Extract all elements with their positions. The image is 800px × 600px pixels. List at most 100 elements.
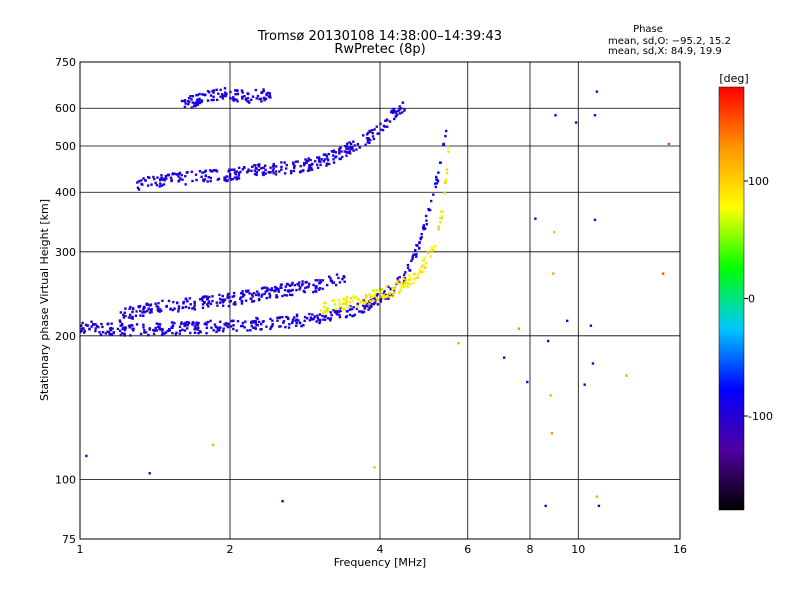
trace-point xyxy=(397,109,400,113)
trace-point xyxy=(104,332,108,335)
trace-point xyxy=(192,102,196,105)
trace-point xyxy=(308,168,311,172)
trace-point xyxy=(268,94,272,97)
trace-point xyxy=(247,100,250,103)
trace-point xyxy=(317,318,320,321)
trace-point xyxy=(375,294,379,297)
trace-point xyxy=(439,221,442,224)
trace-point xyxy=(216,304,219,307)
trace-point xyxy=(393,291,396,294)
trace-point xyxy=(371,289,375,293)
trace-point xyxy=(186,323,189,327)
trace-point xyxy=(153,329,156,332)
scatter-point xyxy=(553,230,556,234)
scatter-point xyxy=(593,218,597,222)
trace-point xyxy=(167,299,171,303)
x-tick-label: 1 xyxy=(77,543,84,556)
trace-point xyxy=(191,321,195,324)
trace-point xyxy=(177,310,180,313)
scatter-point xyxy=(591,362,595,365)
trace-point xyxy=(108,327,112,330)
trace-point xyxy=(422,270,425,274)
trace-point xyxy=(325,308,329,311)
trace-point xyxy=(200,175,203,179)
chart-title: Tromsø 20130108 14:38:00–14:39:43 xyxy=(257,29,502,44)
trace-point xyxy=(154,326,157,330)
trace-point xyxy=(403,279,406,282)
trace-point xyxy=(301,169,304,173)
trace-point xyxy=(212,329,215,332)
trace-point xyxy=(360,310,363,313)
trace-point xyxy=(122,332,126,335)
trace-point xyxy=(80,327,84,331)
trace-point xyxy=(215,330,218,334)
trace-point xyxy=(295,324,298,327)
trace-point xyxy=(246,92,249,95)
trace-point xyxy=(275,294,278,297)
trace-point xyxy=(252,321,255,324)
trace-point xyxy=(310,163,313,166)
trace-point xyxy=(250,324,253,328)
trace-point xyxy=(291,288,294,292)
trace-point xyxy=(205,332,208,335)
trace-point xyxy=(381,128,385,132)
trace-point xyxy=(228,176,231,179)
trace-point xyxy=(182,300,185,304)
trace-point xyxy=(188,96,191,100)
trace-point xyxy=(343,298,347,302)
trace-point xyxy=(316,314,319,317)
trace-point xyxy=(398,291,401,294)
trace-point xyxy=(402,284,405,287)
trace-point xyxy=(195,99,199,103)
trace-point xyxy=(415,255,418,258)
trace-point xyxy=(436,179,440,183)
trace-point xyxy=(292,163,295,166)
trace-point xyxy=(170,321,174,324)
trace-point xyxy=(143,331,146,334)
trace-point xyxy=(206,303,209,306)
trace-point xyxy=(95,324,99,328)
trace-point xyxy=(235,89,239,92)
trace-point xyxy=(272,162,275,166)
trace-point xyxy=(330,150,334,153)
trace-point xyxy=(326,306,329,310)
trace-point xyxy=(333,310,337,313)
trace-point xyxy=(259,167,263,170)
trace-point xyxy=(322,318,325,321)
trace-point xyxy=(187,103,190,106)
trace-point xyxy=(201,171,204,174)
trace-point xyxy=(107,330,111,333)
trace-point xyxy=(198,92,201,96)
x-axis-label: Frequency [MHz] xyxy=(334,556,426,569)
trace-point xyxy=(196,98,199,101)
trace-point xyxy=(208,169,212,172)
trace-point xyxy=(418,246,421,250)
trace-point xyxy=(253,326,256,329)
trace-point xyxy=(156,176,159,179)
trace-point xyxy=(291,318,295,321)
trace-point xyxy=(193,308,197,311)
trace-point xyxy=(408,278,411,281)
trace-point xyxy=(250,297,253,301)
trace-point xyxy=(394,111,397,114)
trace-point xyxy=(392,286,395,289)
trace-point xyxy=(120,332,124,335)
trace-point xyxy=(382,297,385,300)
trace-point xyxy=(186,300,189,303)
trace-point xyxy=(406,263,410,267)
trace-point xyxy=(247,168,250,171)
trace-point xyxy=(278,325,281,328)
trace-point xyxy=(332,150,335,154)
trace-point xyxy=(369,299,372,303)
trace-point xyxy=(155,329,158,332)
trace-point xyxy=(334,151,338,154)
trace-point xyxy=(357,304,360,308)
trace-point xyxy=(413,278,417,281)
trace-point xyxy=(345,296,349,299)
stats-o-mode: mean, sd,O: −95.2, 15.2 xyxy=(608,36,731,47)
trace-point xyxy=(301,280,304,283)
trace-point xyxy=(251,95,255,98)
trace-point xyxy=(131,327,134,330)
trace-point xyxy=(82,327,85,330)
trace-point xyxy=(355,148,358,151)
